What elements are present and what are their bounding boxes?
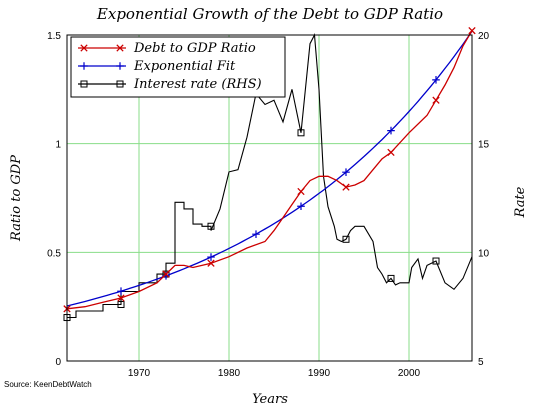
legend-item-debt: Debt to GDP Ratio (78, 41, 256, 56)
exponential-fit-line (66, 30, 473, 307)
tick-labels: 1970 1980 1990 2000 0 0.5 1 1.5 5 10 15 20 (47, 31, 489, 379)
legend-marker (116, 80, 124, 88)
interest-rate-marker (432, 257, 440, 265)
exponential-fit-marker (387, 126, 395, 135)
exponential-fit-marker (297, 202, 305, 211)
debt-to-gdp-marker (387, 148, 395, 157)
legend-marker (80, 80, 88, 88)
debt-to-gdp-marker (117, 294, 125, 302)
x-tick-label: 2000 (398, 368, 421, 379)
debt-to-gdp-marker (468, 26, 476, 35)
x-tick-label: 1990 (308, 368, 331, 379)
chart-title: Exponential Growth of the Debt to GDP Ra… (96, 5, 443, 23)
debt-to-gdp-marker (207, 259, 215, 267)
exponential-fit-marker (207, 253, 215, 261)
debt-to-gdp-marker (162, 270, 170, 278)
debt-to-gdp-marker (432, 96, 440, 104)
legend-label: Interest rate (RHS) (133, 77, 262, 92)
y2-tick-label: 10 (478, 248, 490, 259)
interest-rate-line (67, 33, 473, 319)
interest-rate-marker (342, 235, 350, 243)
y-tick-label: 0.5 (47, 248, 61, 259)
exponential-fit-marker (342, 168, 350, 176)
y-tick-label: 0 (55, 357, 61, 368)
legend-marker (116, 62, 124, 70)
exponential-fit-marker (117, 287, 125, 295)
interest-rate-marker (387, 274, 395, 282)
x-axis-label: Years (252, 392, 288, 407)
legend-marker (80, 62, 88, 70)
exponential-fit-marker (252, 230, 260, 238)
y-tick-label: 1 (55, 140, 61, 151)
exponential-fit-marker (432, 76, 440, 84)
plot-frame (66, 34, 473, 362)
interest-rate-marker (297, 129, 305, 137)
y-axis-label: Ratio to GDP (9, 155, 24, 242)
legend-marker (80, 44, 88, 52)
source-note: Source: KeenDebtWatch (4, 380, 92, 389)
interest-rate-marker (117, 300, 125, 308)
y2-tick-label: 15 (478, 140, 490, 151)
y-tick-label: 1.5 (47, 31, 61, 42)
interest-rate-marker (207, 222, 215, 230)
legend-label: Exponential Fit (133, 59, 236, 74)
debt-to-gdp-marker (297, 187, 305, 196)
debt-to-gdp-marker (342, 183, 350, 191)
x-tick-label: 1980 (218, 368, 241, 379)
y2-axis-label: Rate (513, 186, 528, 218)
legend-box (70, 36, 286, 98)
legend-label: Debt to GDP Ratio (133, 41, 256, 56)
y2-tick-label: 5 (478, 357, 484, 368)
legend-item-fit: Exponential Fit (78, 59, 236, 74)
legend-item-rate: Interest rate (RHS) (78, 77, 262, 92)
legend: Debt to GDP Ratio Exponential Fit Interest… (70, 36, 286, 98)
legend-marker (116, 44, 124, 52)
x-tick-label: 1970 (128, 368, 151, 379)
y2-tick-label: 20 (478, 31, 490, 42)
